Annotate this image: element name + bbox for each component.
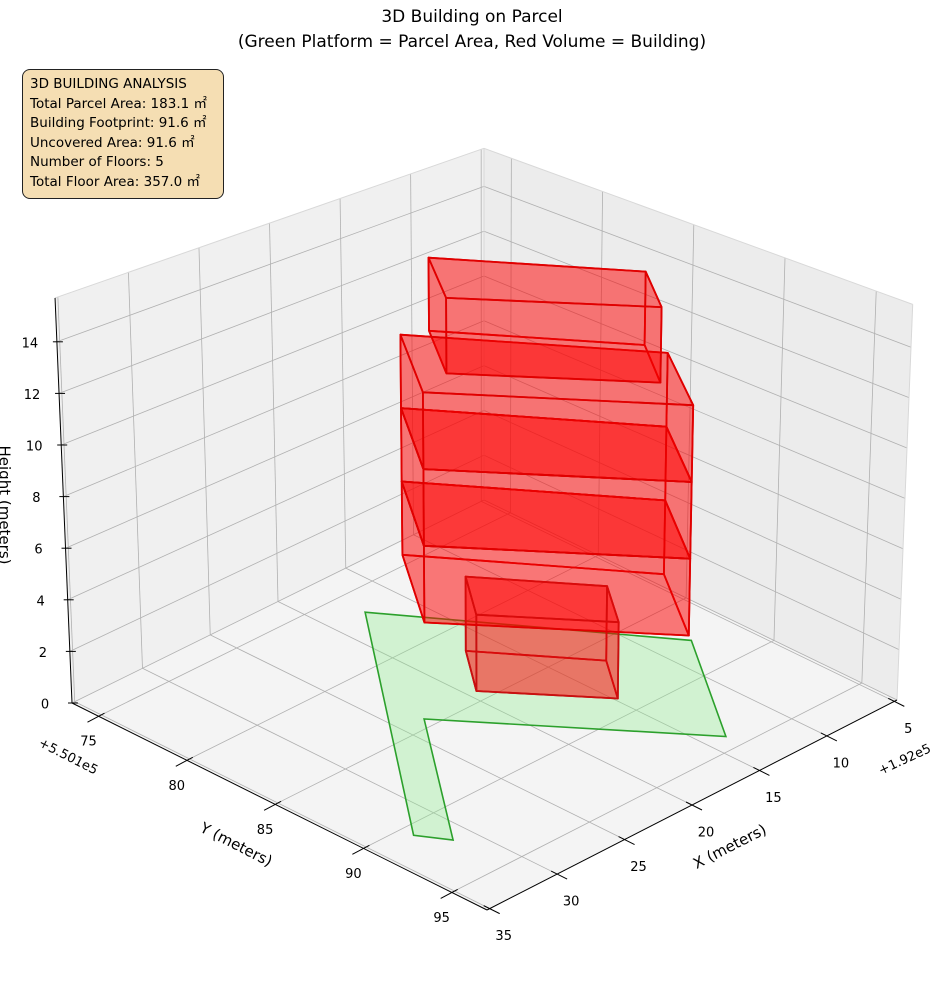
x-tick-label: 35 xyxy=(495,929,512,944)
x-tick xyxy=(685,801,703,811)
wall-gridline-y xyxy=(861,291,877,683)
y-tick-label: 95 xyxy=(433,911,450,926)
info-line-uncovered: Uncovered Area: 91.6 ㎡ xyxy=(30,134,195,151)
wall-gridline-y xyxy=(773,257,786,641)
wall-gridline-z xyxy=(483,320,906,499)
chart-subtitle: (Green Platform = Parcel Area, Red Volum… xyxy=(237,32,707,52)
z-tick-label: 14 xyxy=(22,336,39,351)
x-tick xyxy=(618,836,635,845)
floor-gridline-x xyxy=(74,701,490,909)
info-heading: 3D BUILDING ANALYSIS xyxy=(30,76,187,92)
wall-gridline-x xyxy=(198,247,211,635)
wall-gridline-z xyxy=(63,320,485,497)
wall-gridline-x xyxy=(410,173,414,535)
info-line-parcel-area: Total Parcel Area: 183.1 ㎡ xyxy=(30,95,207,112)
wall-gridline-x xyxy=(339,198,347,569)
y-tick xyxy=(263,800,282,811)
x-offset-label: +1.92e5 xyxy=(876,741,933,778)
parcel-platform xyxy=(364,611,728,842)
y-tick-label: 85 xyxy=(257,823,274,838)
floor-gridline-x xyxy=(142,667,558,875)
chart-title: 3D Building on Parcel xyxy=(381,7,563,27)
wall-gridline-z xyxy=(483,230,910,398)
building-floor-3-side-face xyxy=(422,468,693,560)
x-tick xyxy=(888,697,905,707)
z-tick-label: 0 xyxy=(41,698,49,713)
pane-edge xyxy=(896,304,914,701)
wall-gridline-z xyxy=(483,454,900,650)
floor-gridline-y xyxy=(363,640,775,849)
z-axis-label: Height (meters) xyxy=(0,446,14,565)
floor-gridline-x xyxy=(345,567,760,771)
info-line-floors: Number of Floors: 5 xyxy=(30,154,164,171)
z-tick-label: 2 xyxy=(39,646,47,661)
x-tick-label: 10 xyxy=(833,756,850,771)
wall-gridline-z xyxy=(483,499,898,701)
wall-gridline-y xyxy=(597,191,603,556)
floor-gridline-y xyxy=(186,554,599,761)
x-tick xyxy=(753,767,770,776)
wall-gridline-x xyxy=(57,296,76,702)
wall-gridline-z xyxy=(67,410,485,601)
left-wall-pane xyxy=(55,148,484,704)
z-axis-line xyxy=(54,297,73,704)
info-line-floor-area: Total Floor Area: 357.0 ㎡ xyxy=(30,173,201,190)
x-tick xyxy=(483,905,500,915)
y-tick-label: 90 xyxy=(345,867,362,882)
x-tick xyxy=(820,732,838,742)
wall-gridline-z xyxy=(71,499,485,704)
floor-gridline-x xyxy=(210,634,625,840)
x-tick xyxy=(550,870,568,880)
building-floor-2-side-face xyxy=(422,544,692,637)
z-tick-label: 6 xyxy=(34,543,42,558)
wall-gridline-x xyxy=(269,223,279,602)
wall-gridline-z xyxy=(61,275,485,446)
floor-gridline-x xyxy=(481,500,895,702)
floor-gridline-x xyxy=(413,534,828,737)
wall-gridline-x xyxy=(128,272,143,669)
building-floor-5-side-face xyxy=(445,296,663,384)
wall-gridline-z xyxy=(58,230,485,394)
y-tick-label: 75 xyxy=(80,735,97,750)
pane-edge xyxy=(54,147,485,299)
info-line-footprint: Building Footprint: 91.6 ㎡ xyxy=(30,115,207,132)
building-floor-1-side-face xyxy=(475,613,620,700)
wall-gridline-z xyxy=(56,186,485,343)
y-tick xyxy=(352,844,370,855)
right-wall-pane xyxy=(484,148,913,701)
x-tick-label: 25 xyxy=(630,860,647,875)
floor-gridline-y xyxy=(451,682,863,893)
analysis-info-box: 3D BUILDING ANALYSIS Total Parcel Area: … xyxy=(22,69,224,199)
y-tick-label: 80 xyxy=(169,779,186,794)
building-floor-4-side-face xyxy=(421,391,695,483)
wall-gridline-y xyxy=(685,224,695,598)
y-tick xyxy=(175,756,194,767)
z-tick-label: 12 xyxy=(24,388,41,403)
z-tick-label: 8 xyxy=(32,491,40,506)
wall-gridline-z xyxy=(483,275,908,449)
y-axis-line xyxy=(71,702,488,911)
x-tick-label: 30 xyxy=(563,895,580,910)
wall-gridline-z xyxy=(483,186,912,348)
z-tick-label: 4 xyxy=(37,594,45,609)
wall-gridline-z xyxy=(69,454,485,652)
x-tick-label: 5 xyxy=(904,722,912,737)
z-tick-label: 10 xyxy=(26,440,43,455)
x-tick-label: 20 xyxy=(698,826,715,841)
wall-gridline-z xyxy=(483,410,902,600)
x-tick-label: 15 xyxy=(765,791,782,806)
floor-gridline-x xyxy=(277,601,693,806)
wall-gridline-z xyxy=(483,365,904,550)
y-tick xyxy=(440,888,458,899)
y-tick xyxy=(87,712,105,723)
wall-gridline-z xyxy=(65,365,485,549)
pane-edge xyxy=(483,147,913,305)
